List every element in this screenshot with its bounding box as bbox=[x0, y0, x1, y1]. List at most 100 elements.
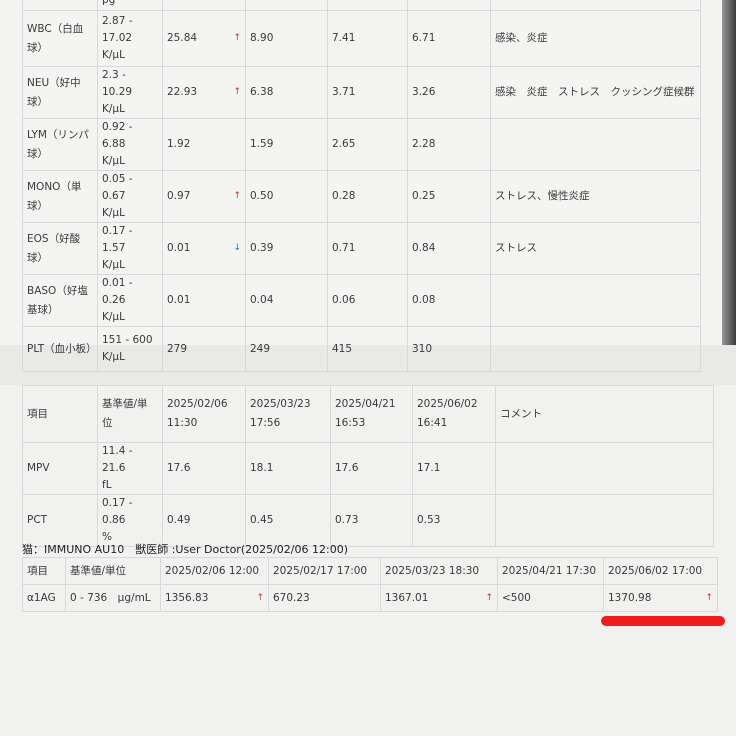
item-name: LYM（リンパ球） bbox=[22, 118, 98, 171]
value-cell: 0.28 bbox=[327, 170, 408, 223]
value: 0.04 bbox=[250, 294, 274, 306]
comment-cell: 感染 炎症 ストレス クッシング症候群 bbox=[490, 66, 701, 119]
value-cell: 0.25 bbox=[407, 170, 491, 223]
reference-value: 0.01 - 0.26 bbox=[102, 277, 133, 306]
column-header: 基準値/単位 bbox=[97, 385, 163, 443]
column-header: 項目 bbox=[22, 385, 98, 443]
value: 8.90 bbox=[250, 32, 274, 44]
value: 1370.98 bbox=[608, 592, 652, 604]
value-cell: 415 bbox=[327, 326, 408, 372]
unit: K/μL bbox=[102, 259, 125, 271]
value-cell: 0.06 bbox=[327, 274, 408, 327]
value-cell: 1.92 bbox=[162, 118, 246, 171]
value-cell: 6.71 bbox=[407, 10, 491, 67]
value-cell: 0.04 bbox=[245, 274, 328, 327]
value: 6.71 bbox=[412, 32, 436, 44]
unit: % bbox=[102, 531, 112, 543]
value: 249 bbox=[250, 342, 271, 355]
value-cell: 2.65 bbox=[327, 118, 408, 171]
table-row: MPV 11.4 - 21.6 fL 17.6 18.1 17.6 17.1 bbox=[22, 442, 714, 495]
reference-range: 0.05 - 0.67 K/μL bbox=[97, 170, 163, 223]
comment-cell bbox=[495, 494, 714, 547]
reference-value: 2.3 - 10.29 bbox=[102, 69, 133, 98]
value-cell: 17.1 bbox=[412, 442, 496, 495]
value-cell: 1356.83 ↑ bbox=[160, 584, 269, 612]
value-cell: 1367.01 ↑ bbox=[380, 584, 498, 612]
unit: K/μL bbox=[102, 311, 125, 323]
column-header: 基準値/単位 bbox=[65, 557, 161, 585]
column-header: コメント bbox=[495, 385, 714, 443]
value-cell: 0.84 bbox=[407, 222, 491, 275]
value-cell: 3.26 bbox=[407, 66, 491, 119]
arrow-up-icon: ↑ bbox=[485, 593, 493, 603]
column-header: 2025/02/06 12:00 bbox=[160, 557, 269, 585]
empty-cell bbox=[407, 0, 491, 11]
value: 0.25 bbox=[412, 190, 436, 202]
value: 0.97 bbox=[167, 190, 191, 202]
column-header: 2025/02/06 11:30 bbox=[162, 385, 246, 443]
column-header: 2025/04/21 17:30 bbox=[497, 557, 604, 585]
value: 0.71 bbox=[332, 242, 356, 254]
item-name: PLT（血小板） bbox=[22, 326, 98, 372]
comment-cell bbox=[495, 442, 714, 495]
value: 25.84 bbox=[167, 32, 198, 44]
value: 1367.01 bbox=[385, 592, 429, 604]
table-row: LYM（リンパ球） 0.92 - 6.88 K/μL 1.92 1.59 2.65 2.28 bbox=[22, 118, 701, 171]
value-cell: 7.41 bbox=[327, 10, 408, 67]
value: 0.01 bbox=[167, 294, 191, 306]
value: 415 bbox=[332, 342, 353, 355]
reference-range: 11.4 - 21.6 fL bbox=[97, 442, 163, 495]
reference-range: 0 - 736 μg/mL bbox=[65, 584, 161, 612]
reference-value: 0.05 - 0.67 bbox=[102, 173, 133, 202]
comment-cell bbox=[490, 118, 701, 171]
item-name: NEU（好中球） bbox=[22, 66, 98, 119]
value-cell: 6.38 bbox=[245, 66, 328, 119]
value-cell: 249 bbox=[245, 326, 328, 372]
item-name: WBC（白血球） bbox=[22, 10, 98, 67]
table-row: pg bbox=[22, 0, 701, 11]
value: 0.01 bbox=[167, 242, 191, 254]
reference-range: 0.17 - 0.86% bbox=[97, 494, 163, 547]
value-cell: 25.84 ↑ bbox=[162, 10, 246, 67]
item-cell bbox=[22, 0, 98, 11]
arrow-up-icon: ↑ bbox=[705, 593, 713, 603]
unit: K/μL bbox=[102, 351, 125, 363]
reference-range: 0.92 - 6.88 K/μL bbox=[97, 118, 163, 171]
item-name: α1AG bbox=[22, 584, 66, 612]
value-cell: 3.71 bbox=[327, 66, 408, 119]
value: 2.28 bbox=[412, 138, 436, 150]
value-cell: 670.23 bbox=[268, 584, 381, 612]
unit: K/μL bbox=[102, 49, 125, 61]
value: 1.59 bbox=[250, 138, 274, 150]
value-cell: 0.50 bbox=[245, 170, 328, 223]
empty-cell bbox=[327, 0, 408, 11]
column-header: 2025/04/21 16:53 bbox=[330, 385, 413, 443]
reference-value: 151 - 600 bbox=[102, 334, 153, 346]
value: 3.26 bbox=[412, 86, 436, 98]
table-row: PCT 0.17 - 0.86% 0.49 0.45 0.73 0.53 bbox=[22, 494, 714, 547]
reference-value: 0.17 - 1.57 bbox=[102, 225, 133, 254]
item-name: EOS（好酸球） bbox=[22, 222, 98, 275]
arrow-up-icon: ↑ bbox=[233, 33, 241, 43]
table-row: NEU（好中球） 2.3 - 10.29 K/μL 22.93 ↑ 6.38 3.71 3.2… bbox=[22, 66, 701, 119]
value: 0.06 bbox=[332, 294, 356, 306]
immuno-results-table: 項目 基準値/単位 2025/02/06 12:00 2025/02/17 17:00… bbox=[22, 557, 718, 612]
table-row: α1AG 0 - 736 μg/mL 1356.83 ↑ 670.23 1367.01 ↑ <… bbox=[22, 584, 718, 612]
comment-cell bbox=[490, 326, 701, 372]
empty-cell bbox=[490, 0, 701, 11]
value-cell: 0.01 ↓ bbox=[162, 222, 246, 275]
comment-cell: ストレス、慢性炎症 bbox=[490, 170, 701, 223]
unit: K/μL bbox=[102, 103, 125, 115]
column-header: 2025/03/23 17:56 bbox=[245, 385, 331, 443]
reference-range: 0.17 - 1.57 K/μL bbox=[97, 222, 163, 275]
value-cell: 2.28 bbox=[407, 118, 491, 171]
empty-cell bbox=[245, 0, 328, 11]
value-cell: 0.71 bbox=[327, 222, 408, 275]
column-header: 2025/03/23 18:30 bbox=[380, 557, 498, 585]
reference-value: 0.17 - 0.86 bbox=[102, 497, 133, 526]
value: 0.50 bbox=[250, 190, 274, 202]
header-row: 項目 基準値/単位 2025/02/06 12:00 2025/02/17 17:00… bbox=[22, 557, 718, 585]
value-cell: 17.6 bbox=[162, 442, 246, 495]
value: 1356.83 bbox=[165, 592, 209, 604]
immuno-caption: 猫：IMMUNO AU10 獣医師 :User Doctor(2025/02/0… bbox=[22, 543, 348, 556]
